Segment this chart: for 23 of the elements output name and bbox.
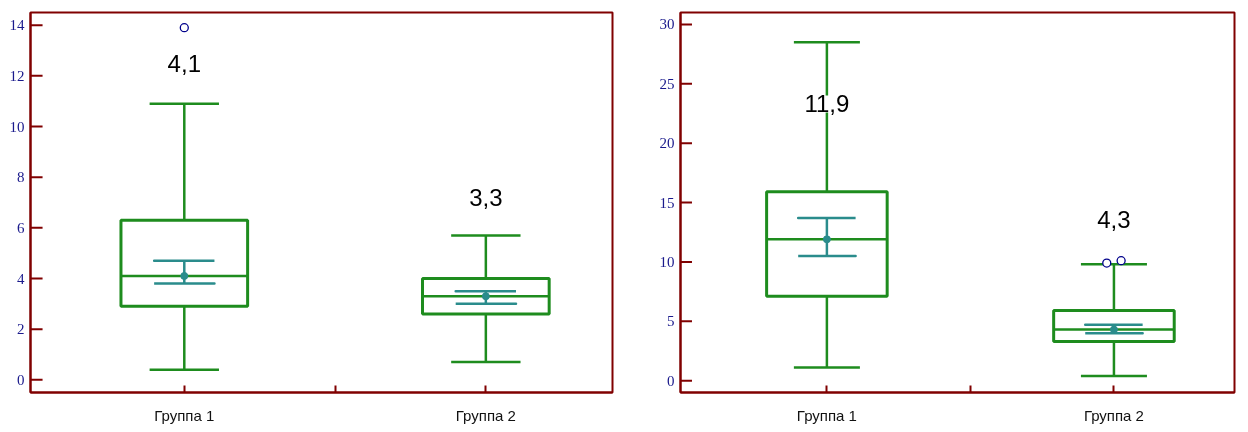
y-tick-label: 30 xyxy=(659,16,675,33)
y-tick-label: 10 xyxy=(9,118,25,135)
y-tick-label: 10 xyxy=(659,253,675,270)
y-tick-label: 2 xyxy=(17,321,25,338)
x-tick-label: Группа 1 xyxy=(154,406,215,424)
y-tick-label: 5 xyxy=(667,313,675,330)
annotation: 4,3 xyxy=(1097,205,1131,233)
y-tick-label: 15 xyxy=(659,194,675,211)
y-tick-label: 20 xyxy=(659,135,675,152)
y-tick-label: 8 xyxy=(17,169,25,186)
x-tick-label: Группа 2 xyxy=(455,406,516,424)
y-tick-label: 0 xyxy=(667,372,675,389)
y-tick-label: 6 xyxy=(17,219,25,236)
y-tick-label: 0 xyxy=(17,371,25,388)
y-tick-label: 25 xyxy=(659,75,675,92)
x-tick-label: Группа 1 xyxy=(796,406,857,424)
x-tick-label: Группа 2 xyxy=(1083,406,1144,424)
y-tick-label: 4 xyxy=(17,270,25,287)
annotation: 11,9 xyxy=(804,90,850,118)
annotation: 3,3 xyxy=(469,183,503,211)
y-tick-label: 12 xyxy=(9,67,25,84)
y-tick-label: 14 xyxy=(9,17,25,34)
annotation: 4,1 xyxy=(167,49,201,77)
